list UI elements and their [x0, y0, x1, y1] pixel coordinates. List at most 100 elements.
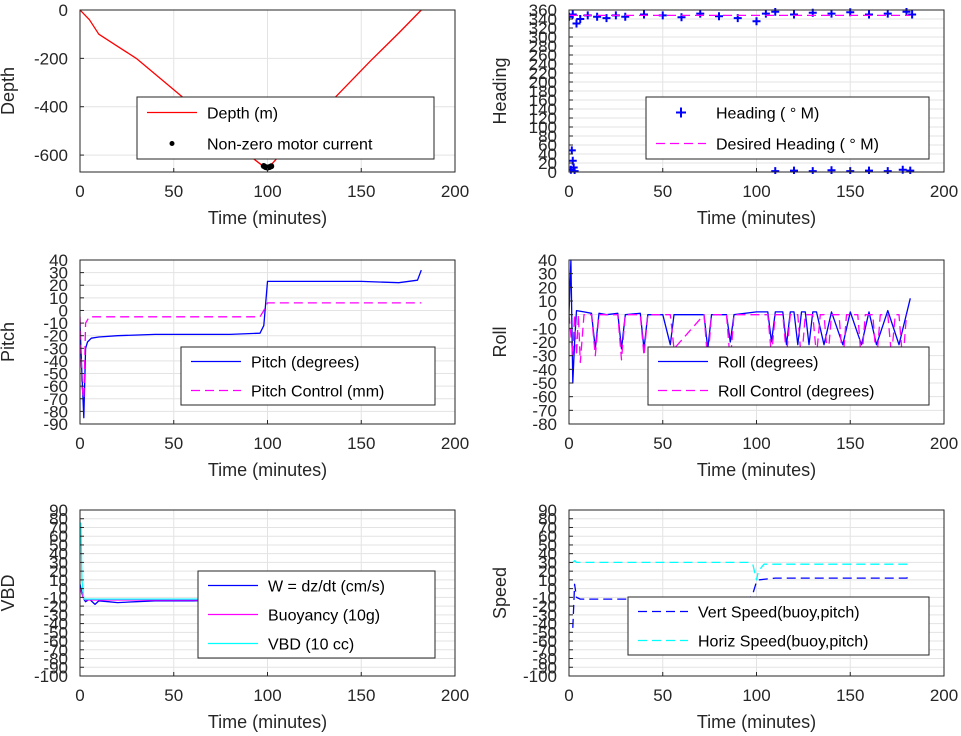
- y-tick-label: -600: [34, 146, 68, 165]
- legend: Vert Speed(buoy,pitch) Horiz Speed(buoy,p…: [627, 596, 930, 656]
- legend-box: [180, 346, 436, 406]
- y-tick-label: 240: [529, 55, 557, 74]
- y-tick-label: 140: [529, 100, 557, 119]
- y-tick-label: -10: [532, 588, 557, 607]
- y-tick-label: -40: [532, 615, 557, 634]
- y-tick-label: 100: [529, 118, 557, 137]
- y-tick-label: 40: [49, 251, 68, 270]
- x-axis-label: Time (minutes): [697, 208, 816, 228]
- y-tick-label: -100: [34, 667, 68, 686]
- legend-label: W = dz/dt (cm/s): [268, 579, 385, 596]
- x-tick-label: 100: [253, 686, 281, 705]
- legend: W = dz/dt (cm/s) Buoyancy (10g) VBD (10 cc…: [197, 570, 436, 659]
- y-tick-label: -200: [34, 49, 68, 68]
- y-tick-label: -60: [43, 377, 68, 396]
- y-tick-label: -60: [532, 632, 557, 651]
- chart-panel-5: 0 50 100 150 2009080706050403020100-10-20-30…: [0, 501, 469, 732]
- x-axis-label: Time (minutes): [208, 460, 327, 480]
- legend-label: Roll (degrees): [718, 355, 818, 372]
- data-marker: [602, 14, 611, 23]
- series-line-1: [569, 259, 911, 384]
- x-tick-label: 0: [564, 686, 573, 705]
- y-tick-label: 300: [529, 28, 557, 47]
- y-tick-label: 40: [538, 251, 557, 270]
- legend: Heading ( ° M) Desired Heading ( ° M): [645, 96, 930, 160]
- x-tick-label: 150: [836, 182, 864, 201]
- data-marker: [569, 10, 577, 19]
- data-marker: [883, 167, 892, 174]
- x-tick-label: 0: [75, 434, 84, 453]
- y-tick-label: 180: [529, 82, 557, 101]
- x-tick-label: 100: [253, 182, 281, 201]
- series-line-2: [569, 314, 908, 364]
- x-tick-label: 50: [653, 434, 672, 453]
- data-marker: [865, 166, 873, 174]
- data-marker: [790, 166, 798, 174]
- y-tick-label: 0: [548, 163, 557, 182]
- y-tick-label: -400: [34, 98, 68, 117]
- y-tick-label: -70: [532, 401, 557, 420]
- y-tick-label: 0: [59, 1, 68, 20]
- y-tick-label: -20: [43, 597, 68, 616]
- y-tick-label: 80: [538, 127, 557, 146]
- y-tick-label: -40: [532, 360, 557, 379]
- x-tick-label: 0: [75, 686, 84, 705]
- legend-box: [645, 96, 930, 160]
- chart-panel-6: 0 50 100 150 2009080706050403020100-10-20-30…: [490, 501, 958, 732]
- y-tick-label: 320: [529, 19, 557, 38]
- y-tick-label: 10: [538, 571, 557, 590]
- y-tick-label: -90: [43, 415, 68, 434]
- y-tick-label: -90: [43, 658, 68, 677]
- y-tick-label: 0: [59, 301, 68, 320]
- data-marker: [790, 10, 798, 19]
- y-tick-label: 20: [538, 278, 557, 297]
- y-tick-label: 20: [49, 276, 68, 295]
- legend: Depth (m) Non-zero motor current: [136, 96, 435, 160]
- data-marker: [696, 9, 705, 18]
- y-tick-label: 260: [529, 46, 557, 65]
- legend-label: Heading ( ° M): [716, 106, 819, 123]
- legend-label: VBD (10 cc): [268, 637, 354, 654]
- y-tick-label: -50: [43, 365, 68, 384]
- data-marker: [621, 12, 630, 21]
- y-tick-label: -80: [532, 415, 557, 434]
- y-tick-label: 360: [529, 1, 557, 20]
- x-tick-label: 150: [347, 686, 375, 705]
- y-axis-label: VBD: [0, 574, 18, 611]
- y-tick-label: -10: [43, 588, 68, 607]
- data-marker: [902, 8, 911, 16]
- x-tick-label: 200: [930, 686, 958, 705]
- series-group: [80, 269, 422, 419]
- y-tick-label: -60: [532, 388, 557, 407]
- y-tick-label: -50: [43, 623, 68, 642]
- legend: Pitch (degrees) Pitch Control (mm): [180, 346, 436, 406]
- data-point: [268, 163, 275, 170]
- series-line-2: [572, 560, 911, 581]
- data-marker: [576, 15, 585, 23]
- y-tick-label: -50: [532, 374, 557, 393]
- data-marker: [572, 19, 581, 28]
- series-line-2: [80, 302, 422, 400]
- chart-panel-1: 0 50 100 150 200 0 -200 -400 -600 Time (minutes) D…: [0, 1, 469, 228]
- y-tick-label: 80: [49, 510, 68, 529]
- y-tick-label: 60: [538, 527, 557, 546]
- series-group: [569, 259, 911, 384]
- y-tick-label: -10: [43, 314, 68, 333]
- y-tick-label: -60: [43, 632, 68, 651]
- y-tick-label: 20: [49, 562, 68, 581]
- x-tick-label: 200: [441, 182, 469, 201]
- data-marker: [752, 17, 761, 26]
- y-tick-label: -80: [532, 650, 557, 669]
- x-tick-label: 150: [347, 182, 375, 201]
- y-tick-label: -70: [43, 390, 68, 409]
- x-tick-label: 150: [347, 434, 375, 453]
- legend-label: Depth (m): [207, 106, 278, 123]
- legend-swatch: [676, 107, 686, 118]
- y-tick-label: 280: [529, 37, 557, 56]
- data-marker: [593, 12, 602, 21]
- x-tick-label: 50: [164, 686, 183, 705]
- x-tick-label: 200: [930, 182, 958, 201]
- x-tick-label: 200: [441, 434, 469, 453]
- data-marker: [640, 10, 648, 19]
